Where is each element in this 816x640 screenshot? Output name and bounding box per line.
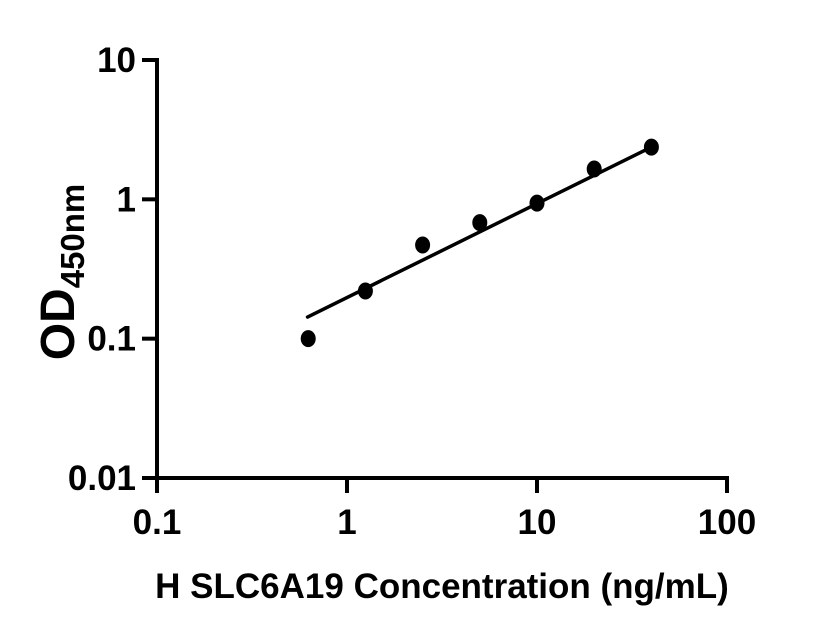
data-point xyxy=(472,214,488,232)
plot-geometry: 0.1 1 10 100 0.01 0.1 1 10 xyxy=(68,41,756,542)
x-tick-label: 0.1 xyxy=(133,503,182,542)
data-point xyxy=(586,160,602,178)
y-tick-label: 0.01 xyxy=(68,459,136,498)
y-tick-label: 0.1 xyxy=(87,320,136,359)
data-point xyxy=(643,138,659,156)
y-axis-title-subscript: 450nm xyxy=(54,184,91,289)
data-point xyxy=(300,330,316,348)
data-point xyxy=(529,194,545,212)
x-axis-title: H SLC6A19 Concentration (ng/mL) xyxy=(155,567,729,606)
x-tick-label: 100 xyxy=(698,503,756,542)
data-point xyxy=(415,236,431,254)
x-tick-label: 10 xyxy=(518,503,557,542)
y-axis-title-main: OD xyxy=(32,288,85,360)
y-axis-title: OD450nm xyxy=(32,184,91,361)
y-tick-label: 1 xyxy=(117,180,136,219)
x-tick-label: 1 xyxy=(337,503,356,542)
y-tick-label: 10 xyxy=(97,41,136,80)
data-point xyxy=(357,282,373,300)
